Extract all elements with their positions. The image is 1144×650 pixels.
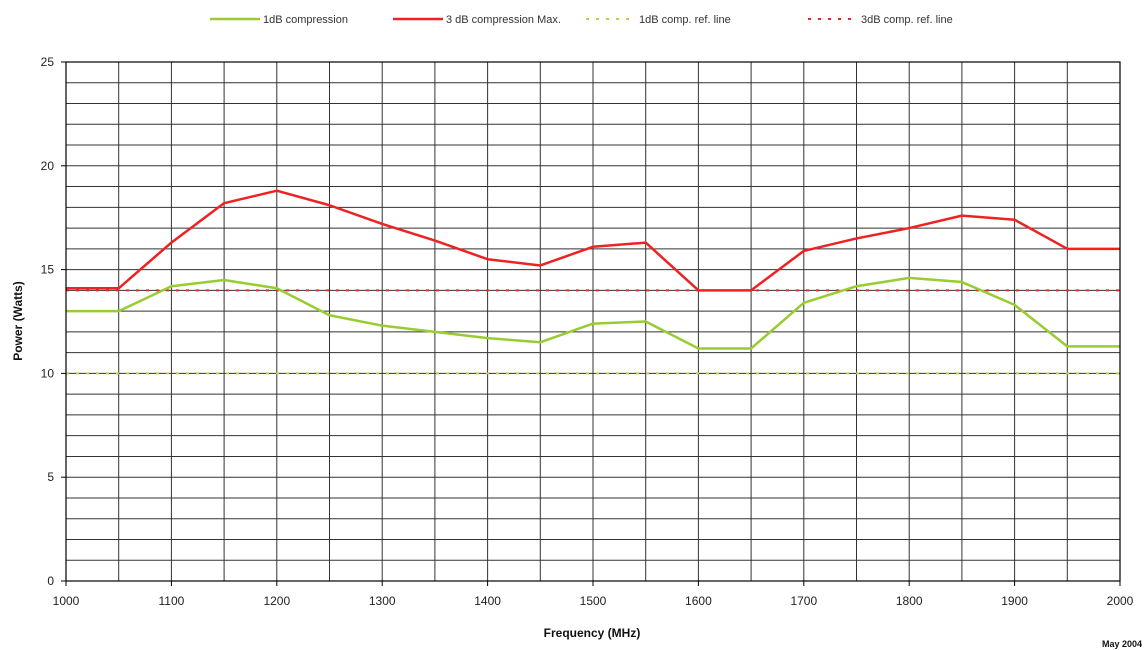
y-axis-ticks: 0 5 10 15 20 25	[41, 55, 66, 588]
y-axis-title: Power (Watts)	[11, 281, 25, 361]
x-tick-label: 2000	[1107, 594, 1134, 608]
y-tick-label: 10	[41, 366, 55, 380]
x-axis-title: Frequency (MHz)	[544, 626, 641, 640]
legend-label: 3 dB compression Max.	[446, 14, 561, 26]
series-line	[66, 276, 1120, 350]
y-tick-label: 25	[41, 55, 55, 69]
x-tick-label: 1700	[790, 594, 817, 608]
y-tick-label: 20	[41, 159, 55, 173]
x-axis-ticks: 1000 1100 1200 1300 1400 1500 1600 1700 1800 1900…	[53, 581, 1134, 608]
x-tick-label: 1400	[474, 594, 501, 608]
legend-label: 1dB comp. ref. line	[639, 14, 731, 26]
x-tick-label: 1500	[580, 594, 607, 608]
x-tick-label: 1600	[685, 594, 712, 608]
x-tick-label: 1300	[369, 594, 396, 608]
x-tick-label: 1200	[263, 594, 290, 608]
y-tick-label: 5	[47, 470, 54, 484]
grid	[66, 62, 1120, 581]
y-tick-label: 0	[47, 574, 54, 588]
series-line	[66, 189, 1120, 292]
y-tick-label: 15	[41, 263, 55, 277]
x-tick-label: 1000	[53, 594, 80, 608]
x-tick-label: 1800	[896, 594, 923, 608]
date-footnote: May 2004	[1102, 639, 1142, 649]
x-tick-label: 1100	[158, 594, 184, 608]
legend-label: 1dB compression	[263, 14, 348, 26]
series-lines	[66, 189, 1120, 350]
legend-label: 3dB comp. ref. line	[861, 14, 953, 26]
x-tick-label: 1900	[1001, 594, 1028, 608]
legend: 1dB compression 3 dB compression Max. 1dB …	[210, 14, 953, 26]
